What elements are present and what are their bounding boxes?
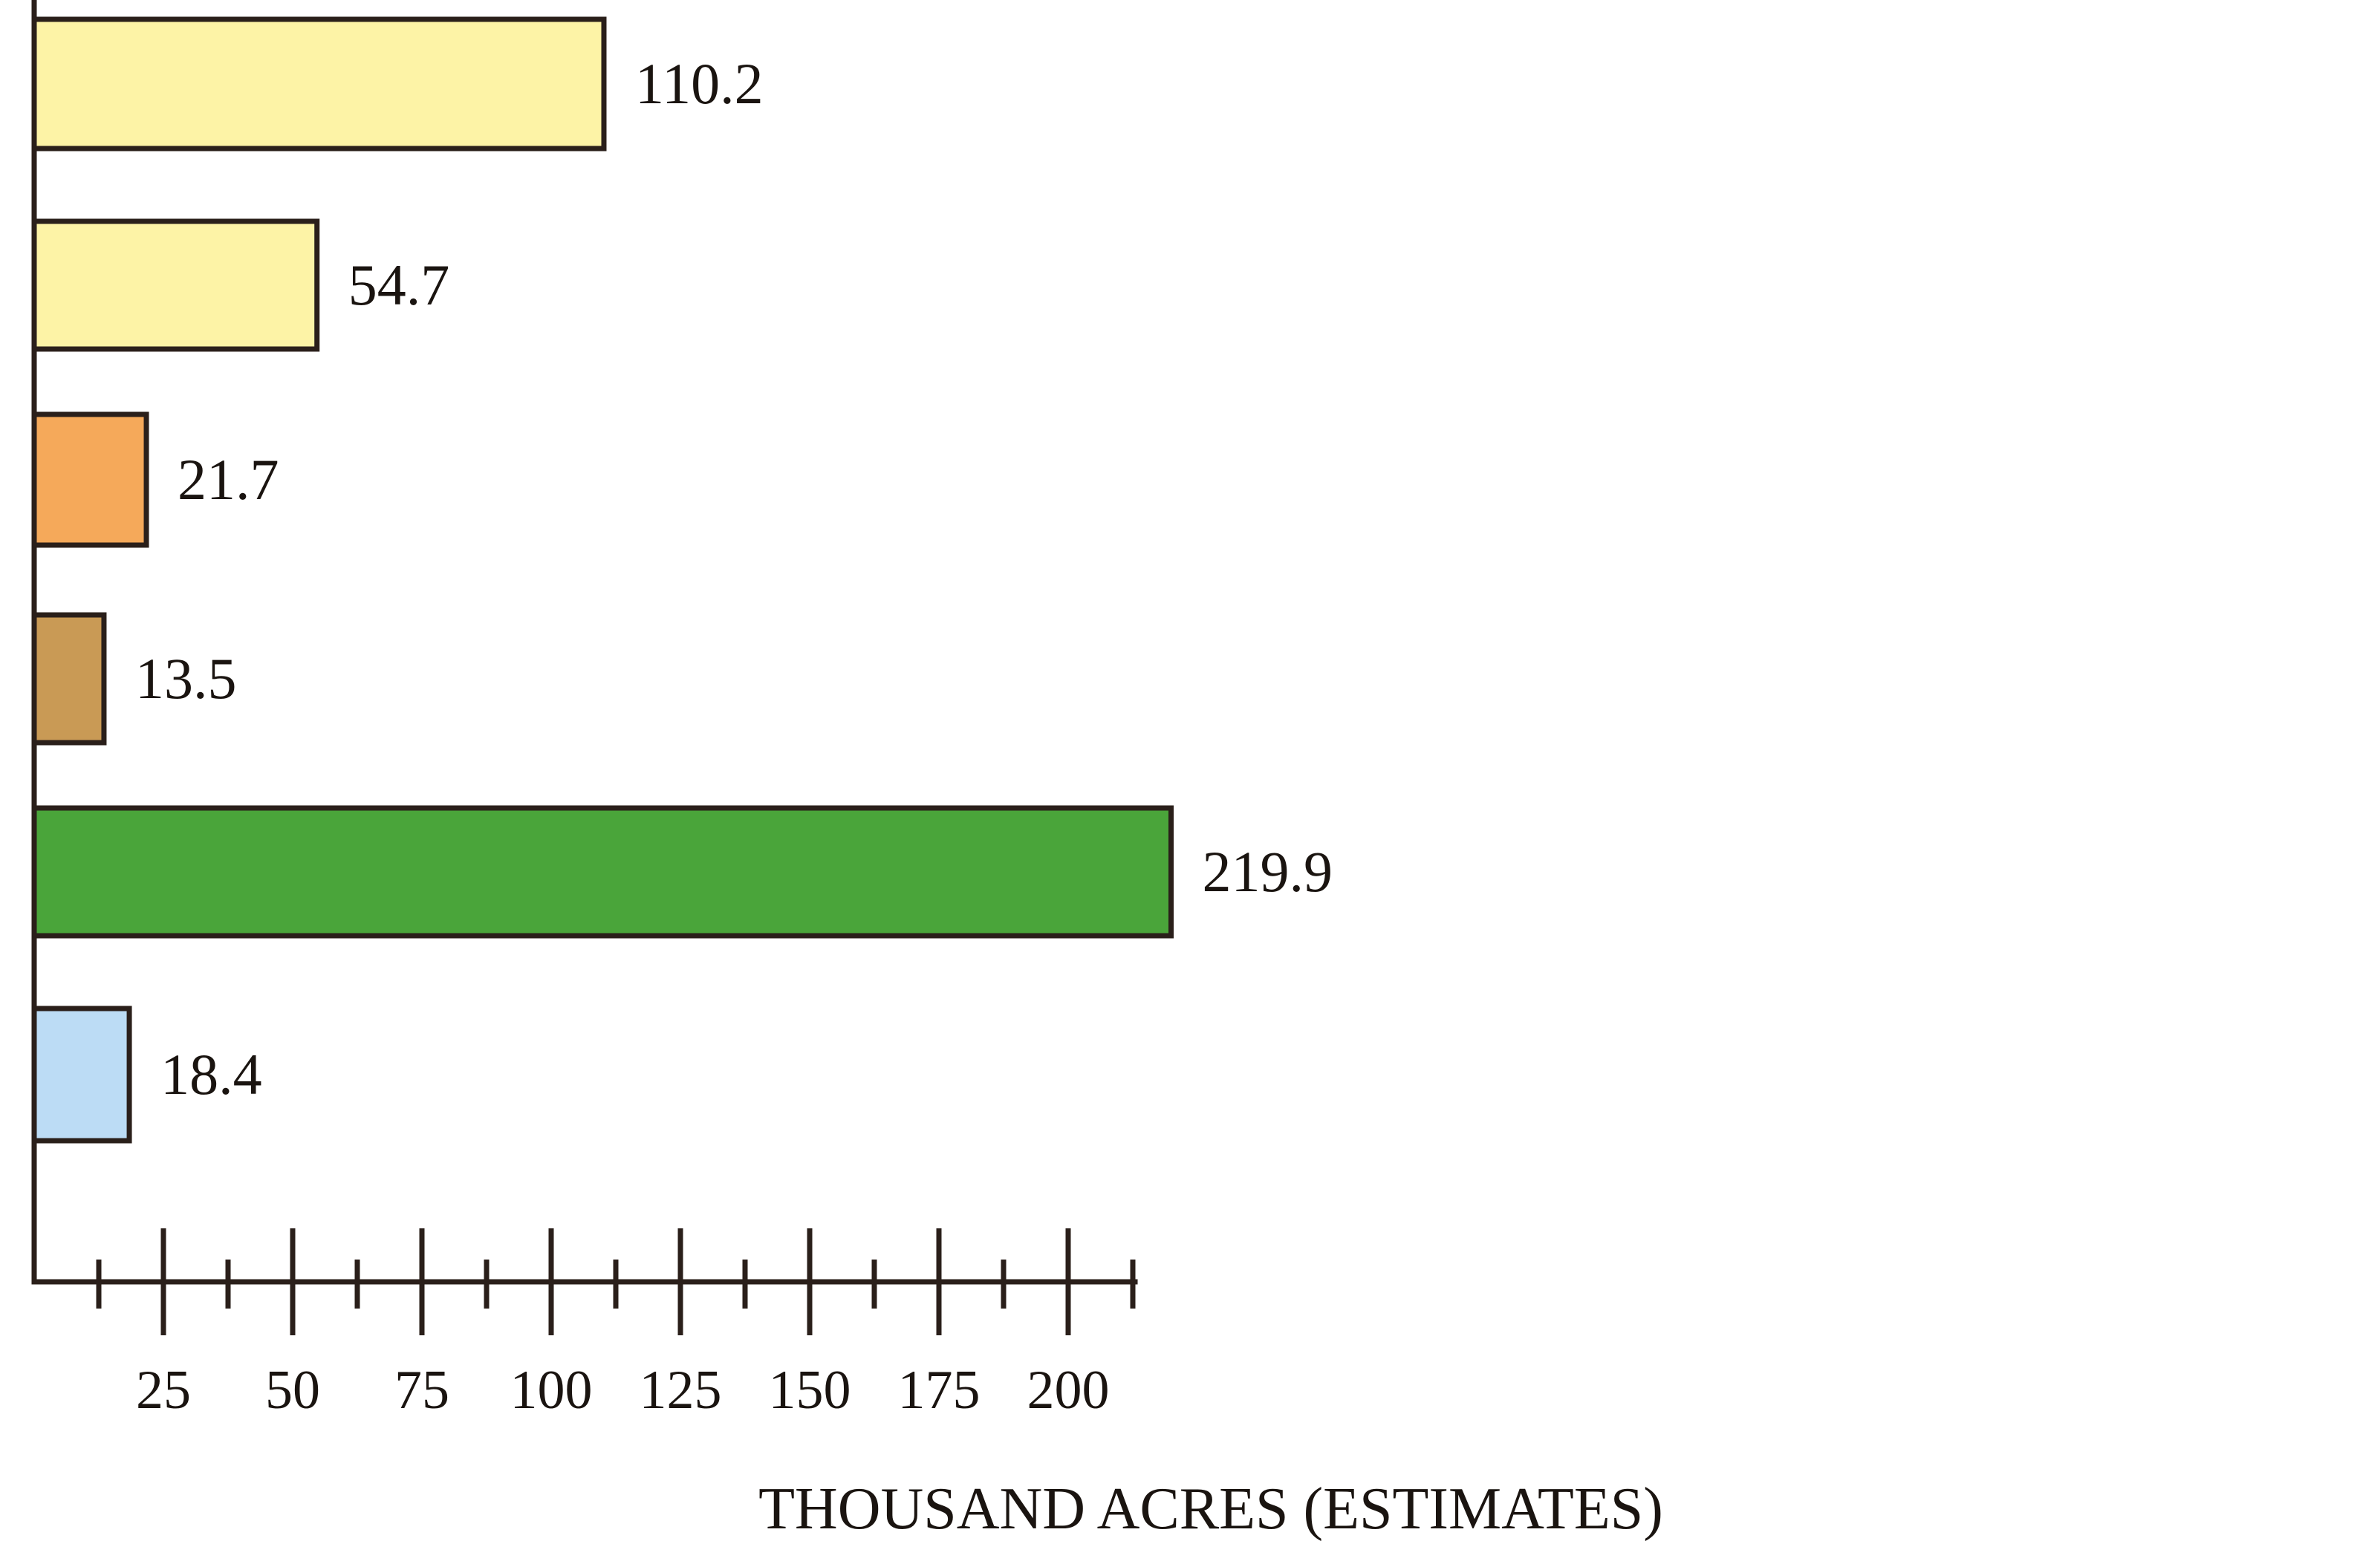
x-tick-label-125: 125 — [640, 1360, 722, 1421]
x-tick-label-75: 75 — [394, 1360, 449, 1421]
x-axis-title: THOUSAND ACRES (ESTIMATES) — [758, 1476, 1663, 1541]
bar-value-label-2: 54.7 — [348, 253, 450, 317]
ticks-group — [96, 1228, 1136, 1335]
bar-value-label-1: 110.2 — [635, 51, 764, 116]
bar-value-label-3: 21.7 — [178, 447, 279, 512]
bar-5 — [31, 805, 1174, 939]
x-tick-label-150: 150 — [769, 1360, 851, 1421]
bar-1 — [31, 16, 607, 152]
x-tick-label-100: 100 — [510, 1360, 593, 1421]
tick-labels-group: 25 50 75 100 125 150 175 200 — [136, 1360, 1110, 1421]
bar-value-label-5: 219.9 — [1203, 839, 1333, 904]
value-labels-group: 110.2 54.7 21.7 13.5 219.9 18.4 — [135, 51, 1333, 1107]
x-tick-label-200: 200 — [1027, 1360, 1110, 1421]
bar-4 — [31, 612, 107, 746]
bar-3 — [31, 411, 149, 548]
bars-group — [31, 16, 1174, 1144]
x-tick-label-25: 25 — [136, 1360, 191, 1421]
x-tick-label-175: 175 — [898, 1360, 981, 1421]
x-tick-label-50: 50 — [265, 1360, 320, 1421]
bar-6 — [31, 1006, 132, 1144]
bar-value-label-4: 13.5 — [135, 646, 237, 711]
axis-lines — [31, 0, 1138, 1285]
bar-value-label-6: 18.4 — [160, 1042, 262, 1107]
bar-2 — [31, 218, 320, 352]
